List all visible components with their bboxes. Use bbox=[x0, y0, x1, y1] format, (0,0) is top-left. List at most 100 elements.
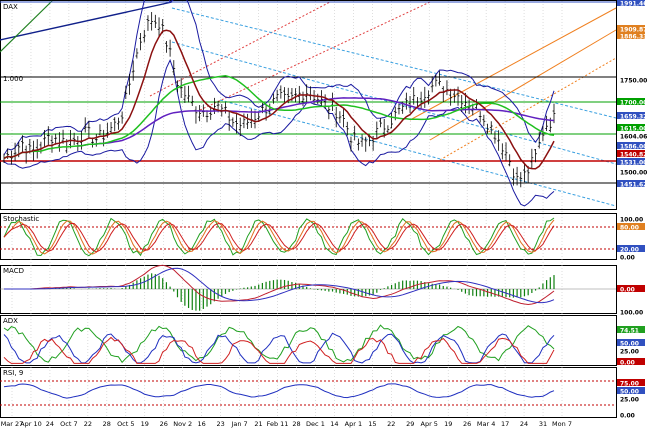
x-tick-label: 31 bbox=[539, 420, 547, 428]
stochastic-panel-frame bbox=[0, 213, 617, 260]
adx-minus-di-line bbox=[3, 336, 555, 364]
price-bar bbox=[120, 111, 124, 124]
x-tick-label: 16 bbox=[198, 420, 206, 428]
price-bar bbox=[13, 142, 17, 161]
price-bar bbox=[272, 93, 275, 104]
x-tick-label: 28 bbox=[103, 420, 111, 428]
price-bar bbox=[54, 133, 58, 145]
x-tick-label: Apr 5 bbox=[421, 420, 438, 428]
y-tick-marker bbox=[617, 180, 645, 187]
price-bar bbox=[50, 135, 54, 153]
price-bar bbox=[434, 74, 438, 87]
macd-panel-frame bbox=[0, 265, 617, 314]
price-bar bbox=[72, 132, 76, 145]
y-tick-marker bbox=[617, 387, 645, 394]
x-tick-label: Mar 27 bbox=[1, 420, 24, 428]
price-bar bbox=[537, 131, 541, 149]
price-bar bbox=[500, 143, 504, 160]
y-tick-label: 74.51 bbox=[620, 327, 639, 334]
y-tick-label: 0.00 bbox=[620, 412, 635, 419]
rsi-line bbox=[3, 383, 555, 399]
y-tick-marker bbox=[617, 245, 645, 252]
price-bar bbox=[131, 60, 135, 81]
y-tick-marker bbox=[617, 112, 645, 119]
price-bar bbox=[124, 85, 128, 100]
price-bar bbox=[279, 85, 283, 99]
bollinger-upper-band bbox=[3, 0, 555, 156]
price-bar bbox=[320, 90, 323, 106]
price-bar bbox=[364, 136, 368, 152]
x-tick-label: Apr 1 bbox=[345, 420, 362, 428]
y-tick-label: 100.00 bbox=[620, 216, 643, 223]
rsi-panel-frame bbox=[0, 367, 617, 418]
price-bar bbox=[438, 70, 441, 86]
x-tick-label: 22 bbox=[84, 420, 92, 428]
price-bar bbox=[541, 125, 545, 142]
level-label: 1.000 bbox=[3, 75, 23, 83]
price-bar bbox=[153, 14, 157, 29]
price-bar bbox=[227, 111, 231, 131]
price-bar bbox=[135, 48, 139, 59]
price-bar bbox=[46, 126, 50, 145]
y-tick-marker bbox=[617, 339, 645, 346]
price-bar bbox=[504, 142, 508, 161]
price-bar bbox=[253, 110, 257, 129]
price-bar bbox=[375, 121, 379, 139]
channel-line-lower bbox=[219, 99, 617, 207]
price-bar bbox=[43, 129, 47, 147]
y-tick-marker bbox=[617, 142, 645, 149]
x-tick-label: Feb 11 bbox=[267, 420, 289, 428]
x-tick-label: Dec 1 bbox=[306, 420, 325, 428]
y-tick-marker bbox=[617, 98, 645, 105]
price-bar bbox=[412, 86, 416, 105]
y-tick-label: 80.00 bbox=[620, 224, 639, 231]
stochastic-panel bbox=[0, 217, 616, 257]
y-tick-label: 75.00 bbox=[620, 380, 639, 387]
price-bar bbox=[275, 89, 279, 101]
stochastic-panel-title: Stochastic bbox=[3, 215, 39, 223]
price-bar bbox=[235, 112, 238, 134]
trendline-green bbox=[0, 0, 53, 53]
price-bar bbox=[349, 136, 353, 152]
price-bar bbox=[379, 118, 382, 128]
price-bar bbox=[205, 110, 209, 123]
y-tick-marker bbox=[617, 25, 645, 32]
x-tick-label: 19 bbox=[444, 420, 452, 428]
x-tick-label: Mar 4 bbox=[477, 420, 495, 428]
price-bar bbox=[523, 162, 526, 183]
adx-plus-di-line bbox=[3, 332, 555, 364]
y-tick-marker bbox=[617, 223, 645, 230]
moving-average-mid bbox=[3, 75, 555, 159]
y-tick-label: 1540.82 bbox=[620, 151, 647, 158]
panel-frames bbox=[0, 0, 617, 418]
price-bar bbox=[382, 118, 386, 138]
price-bar bbox=[83, 117, 87, 133]
adx-panel-title: ADX bbox=[3, 317, 18, 325]
x-tick-label: 24 bbox=[520, 420, 528, 428]
price-bar bbox=[345, 121, 349, 136]
y-tick-marker bbox=[617, 0, 645, 6]
price-bar bbox=[342, 108, 345, 128]
price-bar bbox=[246, 113, 250, 129]
price-bar bbox=[150, 12, 154, 31]
y-tick-label: 50.00 bbox=[620, 340, 639, 347]
y-tick-label: 1909.87 bbox=[620, 26, 647, 33]
y-tick-marker bbox=[617, 124, 645, 131]
y-tick-label: 100.00 bbox=[620, 309, 643, 316]
price-bar bbox=[176, 80, 179, 93]
x-tick-label: Nov 2 bbox=[173, 420, 192, 428]
channel-line-middle bbox=[171, 41, 617, 165]
stochastic-slow-line bbox=[3, 222, 555, 253]
price-bar bbox=[327, 105, 331, 120]
price-panel-title: DAX bbox=[3, 3, 18, 11]
rsi-panel bbox=[0, 380, 616, 406]
x-tick-label: 26 bbox=[463, 420, 471, 428]
adx-panel bbox=[3, 324, 555, 364]
y-tick-marker bbox=[617, 285, 645, 292]
price-bar bbox=[493, 131, 497, 144]
y-tick-marker bbox=[617, 358, 645, 365]
x-tick-label: 29 bbox=[406, 420, 414, 428]
price-bar bbox=[190, 95, 194, 107]
